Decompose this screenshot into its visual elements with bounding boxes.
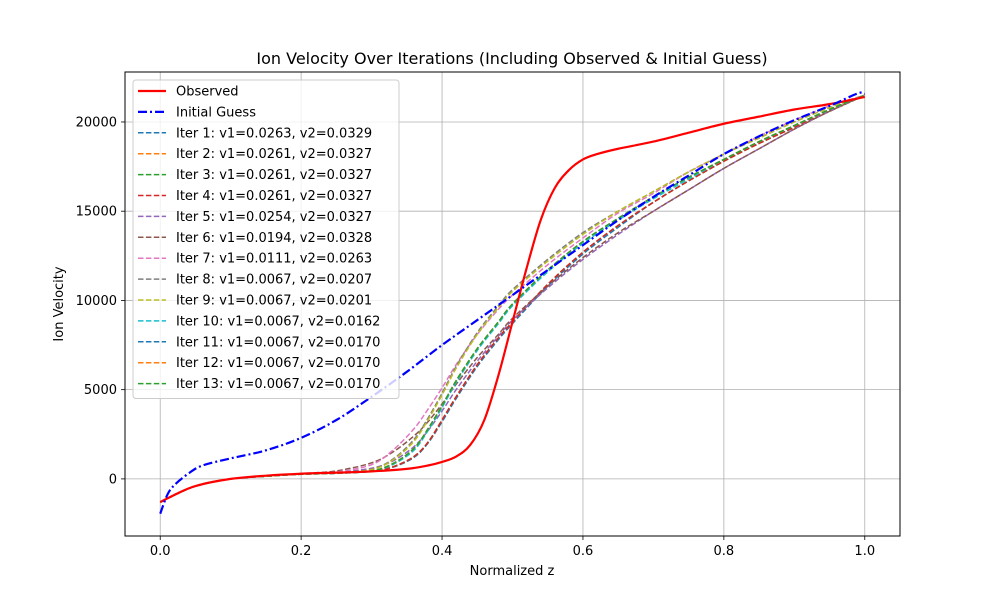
legend-label: Iter 4: v1=0.0261, v2=0.0327 [176, 189, 372, 204]
legend-label: Iter 12: v1=0.0067, v2=0.0170 [176, 356, 380, 371]
x-tick-label: 0.2 [291, 544, 312, 559]
y-tick-label: 15000 [76, 205, 117, 220]
x-tick-label: 0.6 [573, 544, 594, 559]
x-tick-label: 0.0 [150, 544, 171, 559]
y-axis-label: Ion Velocity [52, 266, 67, 341]
plot-frame [124, 71, 901, 537]
series-line-0 [159, 95, 865, 504]
series-lines [159, 91, 866, 515]
legend-box [132, 79, 400, 399]
y-tick-label: 5000 [84, 383, 117, 398]
x-tick-label: 1.0 [854, 544, 875, 559]
legend-label: Iter 8: v1=0.0067, v2=0.0207 [176, 273, 372, 288]
legend-label: Iter 5: v1=0.0254, v2=0.0327 [176, 210, 372, 225]
legend-label: Iter 1: v1=0.0263, v2=0.0329 [176, 126, 372, 141]
legend-label: Iter 11: v1=0.0067, v2=0.0170 [176, 335, 380, 350]
y-tick-label: 0 [109, 472, 117, 487]
legend-label: Iter 9: v1=0.0067, v2=0.0201 [176, 294, 372, 309]
legend-label: Iter 2: v1=0.0261, v2=0.0327 [176, 147, 372, 162]
legend: Observed Initial Guess Iter 1: v1=0.0263, … [132, 79, 400, 399]
legend-label: Iter 6: v1=0.0194, v2=0.0328 [176, 231, 372, 246]
legend-label: Initial Guess [176, 105, 256, 120]
legend-label: Observed [176, 85, 239, 100]
legend-label: Iter 10: v1=0.0067, v2=0.0162 [176, 314, 380, 329]
y-tick-label: 20000 [76, 115, 117, 130]
x-axis-ticks: 0.0 0.2 0.4 0.6 0.8 1.0 [150, 536, 875, 559]
legend-label: Iter 13: v1=0.0067, v2=0.0170 [176, 377, 380, 392]
legend-label: Iter 7: v1=0.0111, v2=0.0263 [176, 252, 372, 267]
x-tick-label: 0.4 [432, 544, 453, 559]
legend-label: Iter 3: v1=0.0261, v2=0.0327 [176, 168, 372, 183]
x-tick-label: 0.8 [714, 544, 735, 559]
series-line-1 [159, 91, 866, 515]
x-axis-label: Normalized z [470, 564, 555, 579]
y-axis-ticks: 0 5000 10000 15000 20000 [76, 115, 125, 487]
chart-title: Ion Velocity Over Iterations (Including … [256, 49, 767, 68]
y-tick-label: 10000 [76, 294, 117, 309]
